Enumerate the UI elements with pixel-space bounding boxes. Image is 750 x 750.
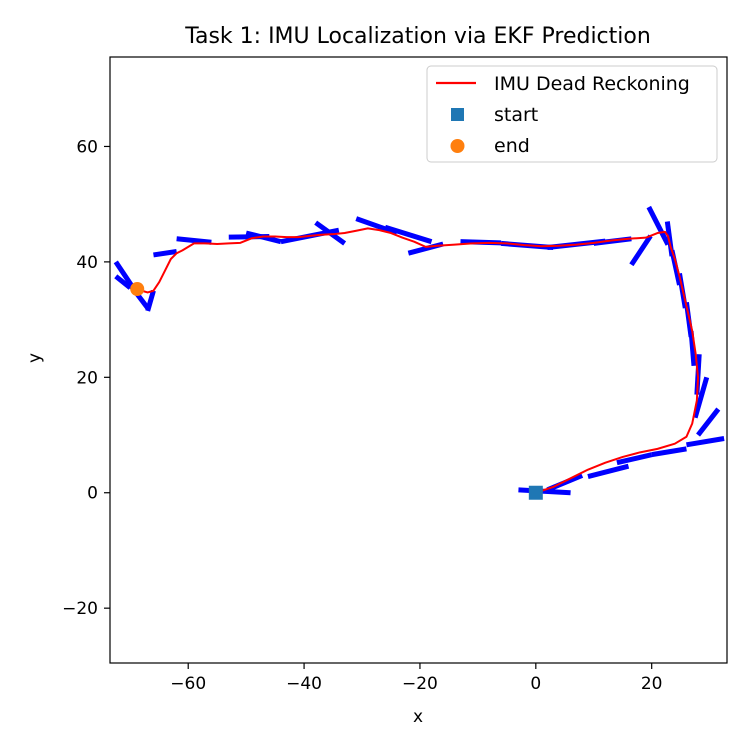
- trajectory-layer: [136, 227, 700, 494]
- heading-marker-2: [587, 463, 630, 480]
- legend-circle-swatch: [450, 139, 465, 153]
- heading-marker-14: [646, 205, 671, 246]
- heading-marker-9: [688, 330, 697, 366]
- heading-marker-7: [692, 376, 710, 419]
- y-axis-ticks: −20 0 20 40 60: [62, 137, 110, 619]
- heading-marker-31: [113, 260, 136, 290]
- y-axis-label: y: [25, 353, 45, 363]
- heading-marker-29: [145, 290, 156, 312]
- legend-label-end: end: [494, 135, 530, 157]
- heading-marker-22: [355, 216, 398, 236]
- endpoint-markers: [130, 282, 543, 500]
- y-tick-label-2: 20: [76, 368, 98, 388]
- legend-label-trajectory: IMU Dead Reckoning: [494, 73, 690, 95]
- start-marker: [528, 485, 543, 500]
- heading-marker-0: [518, 487, 571, 496]
- legend: IMU Dead Reckoning start end: [426, 65, 718, 163]
- heading-marker-27: [176, 236, 212, 245]
- heading-marker-28: [153, 249, 177, 258]
- x-axis-label: x: [413, 707, 423, 727]
- heading-marker-4: [651, 446, 687, 458]
- x-tick-label-4: 20: [641, 674, 663, 694]
- x-tick-label-2: −20: [402, 674, 438, 694]
- x-axis-ticks: −60 −40 −20 0 20: [170, 663, 663, 694]
- y-tick-label-3: 40: [76, 253, 98, 273]
- plot-frame: [109, 56, 728, 664]
- heading-marker-3: [616, 452, 653, 466]
- heading-marker-6: [696, 407, 721, 437]
- legend-box: [426, 65, 718, 163]
- y-tick-label-4: 60: [76, 137, 98, 157]
- y-tick-label-0: −20: [62, 599, 98, 619]
- heading-marker-15: [629, 234, 653, 267]
- x-tick-label-1: −40: [286, 674, 322, 694]
- legend-square-swatch: [451, 108, 464, 121]
- end-marker: [130, 282, 145, 297]
- legend-label-start: start: [494, 104, 538, 126]
- y-tick-label-1: 0: [87, 484, 98, 504]
- x-tick-label-0: −60: [170, 674, 206, 694]
- heading-marker-5: [686, 436, 725, 448]
- chart-title: Task 1: IMU Localization via EKF Predict…: [184, 24, 651, 49]
- trajectory-line-0: [136, 227, 700, 494]
- x-tick-label-3: 0: [530, 674, 541, 694]
- heading-marker-32: [114, 274, 132, 290]
